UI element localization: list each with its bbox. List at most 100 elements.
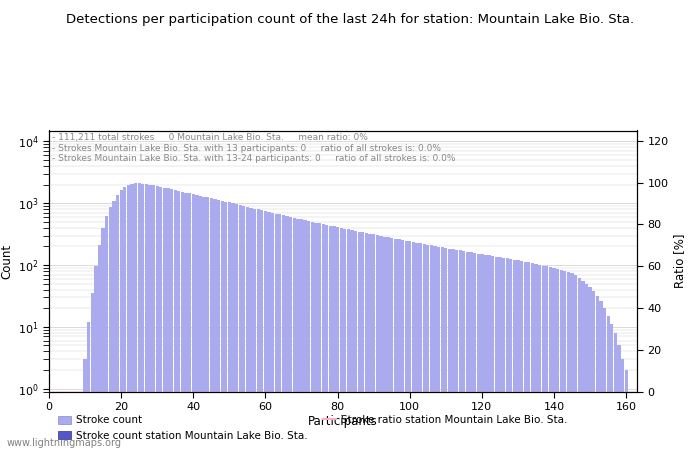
Bar	[112, 201, 116, 450]
Bar	[267, 212, 271, 450]
Bar	[228, 202, 231, 450]
Bar	[98, 245, 101, 450]
Bar	[300, 219, 303, 450]
Bar	[210, 198, 213, 450]
Bar	[458, 250, 462, 450]
Bar	[415, 243, 419, 450]
Bar	[343, 229, 346, 450]
Bar	[426, 245, 429, 450]
Bar	[444, 248, 447, 450]
Bar	[214, 199, 216, 450]
Text: - 111,211 total strokes     0 Mountain Lake Bio. Sta.     mean ratio: 0%
- Strok: - 111,211 total strokes 0 Mountain Lake …	[52, 133, 456, 163]
Bar	[383, 237, 386, 450]
Bar	[321, 224, 325, 450]
Bar	[260, 210, 263, 450]
Bar	[574, 275, 578, 450]
Bar	[596, 296, 599, 450]
Bar	[487, 256, 491, 450]
Bar	[232, 203, 235, 450]
Bar	[455, 250, 458, 450]
Bar	[606, 316, 610, 450]
Bar	[87, 322, 90, 450]
Bar	[351, 230, 354, 450]
Bar	[520, 261, 523, 450]
Bar	[102, 229, 105, 450]
Bar	[181, 192, 184, 450]
Bar	[466, 252, 469, 450]
Bar	[318, 223, 321, 450]
Bar	[477, 254, 480, 450]
Bar	[274, 214, 278, 450]
Bar	[408, 241, 412, 450]
Bar	[578, 278, 581, 450]
Bar	[257, 209, 260, 450]
Bar	[531, 263, 534, 450]
Bar	[174, 190, 177, 450]
Bar	[502, 258, 505, 450]
Bar	[376, 235, 379, 450]
Bar	[448, 248, 451, 450]
Bar	[329, 225, 332, 450]
Bar	[235, 204, 238, 450]
Bar	[159, 187, 162, 450]
Bar	[398, 239, 400, 450]
Bar	[242, 206, 246, 450]
Bar	[148, 185, 152, 450]
Bar	[155, 186, 159, 450]
Bar	[177, 191, 181, 450]
Text: www.lightningmaps.org: www.lightningmaps.org	[7, 438, 122, 448]
Bar	[340, 228, 343, 450]
Bar	[462, 251, 466, 450]
Bar	[538, 265, 541, 450]
Bar	[599, 301, 603, 450]
Bar	[386, 237, 390, 450]
Bar	[185, 193, 188, 450]
Bar	[332, 226, 335, 450]
Bar	[217, 200, 220, 450]
Bar	[192, 194, 195, 450]
Bar	[202, 197, 206, 450]
Bar	[484, 255, 487, 450]
Bar	[141, 184, 144, 450]
Bar	[108, 207, 112, 450]
Bar	[170, 189, 174, 450]
Bar	[524, 262, 527, 450]
Bar	[293, 218, 296, 450]
Bar	[130, 184, 134, 450]
Bar	[534, 264, 538, 450]
Bar	[311, 222, 314, 450]
Bar	[289, 217, 293, 450]
Bar	[430, 245, 433, 450]
Bar	[249, 207, 253, 450]
Bar	[286, 216, 288, 450]
Bar	[542, 266, 545, 450]
Bar	[527, 262, 531, 450]
Bar	[220, 201, 224, 450]
Bar	[83, 359, 87, 450]
Bar	[127, 185, 130, 450]
Bar	[491, 256, 494, 450]
Bar	[368, 234, 372, 450]
Bar	[167, 189, 169, 450]
Bar	[437, 247, 440, 450]
Bar	[617, 346, 621, 450]
Bar	[379, 236, 382, 450]
Bar	[423, 244, 426, 450]
Bar	[138, 183, 141, 450]
Bar	[134, 184, 137, 450]
X-axis label: Participants: Participants	[308, 415, 378, 428]
Bar	[116, 194, 119, 450]
Bar	[282, 215, 285, 450]
Text: Detections per participation count of the last 24h for station: Mountain Lake Bi: Detections per participation count of th…	[66, 14, 634, 27]
Bar	[358, 232, 361, 450]
Bar	[570, 273, 574, 450]
Bar	[495, 256, 498, 450]
Bar	[224, 202, 228, 450]
Bar	[549, 267, 552, 450]
Bar	[354, 231, 357, 450]
Bar	[206, 198, 209, 450]
Bar	[614, 333, 617, 450]
Bar	[405, 241, 408, 450]
Bar	[145, 184, 148, 450]
Bar	[253, 208, 256, 450]
